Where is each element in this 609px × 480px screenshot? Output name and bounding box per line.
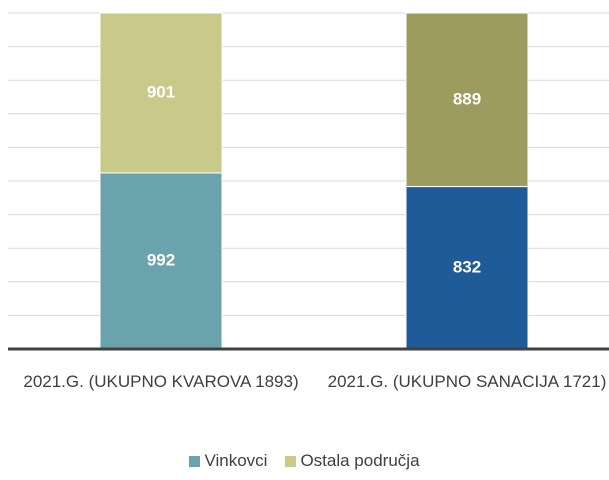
data-label: 832 [453, 257, 481, 276]
legend-swatch [189, 455, 201, 467]
legend: Vinkovci Ostala područja [0, 451, 609, 471]
data-label: 901 [147, 82, 175, 101]
data-label: 992 [147, 250, 175, 269]
legend-label: Vinkovci [204, 451, 268, 470]
legend-swatch [285, 455, 297, 467]
x-tick-label: 2021.G. (UKUPNO KVAROVA 1893) [23, 372, 299, 391]
data-label: 889 [453, 89, 481, 108]
legend-item: Ostala područja [285, 451, 420, 471]
bar-segment [99, 12, 223, 174]
bar-segment [405, 12, 529, 188]
x-tick-label: 2021.G. (UKUPNO SANACIJA 1721) [327, 372, 607, 391]
legend-item: Vinkovci [189, 451, 267, 471]
legend-label: Ostala područja [300, 451, 420, 470]
